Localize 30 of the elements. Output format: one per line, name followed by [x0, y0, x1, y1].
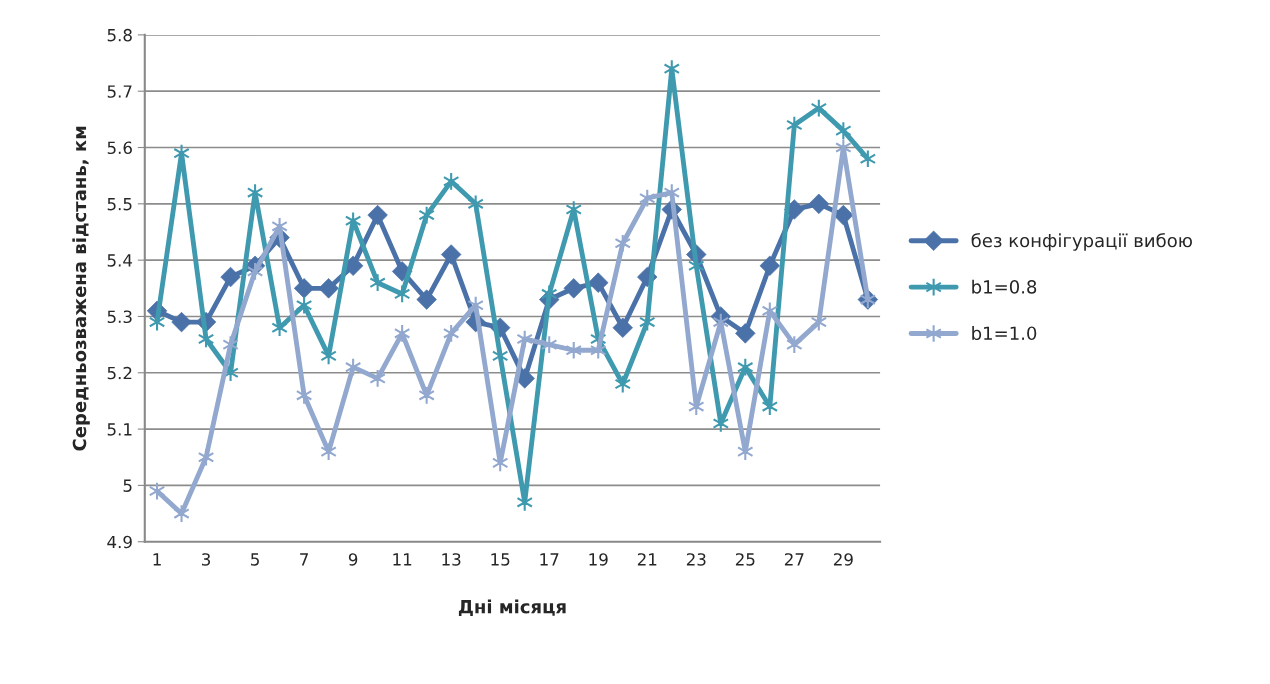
- x-tick-label: 3: [202, 553, 211, 566]
- x-tick-label: 5: [251, 553, 259, 566]
- legend-label: без конфігурації вибою: [971, 233, 1192, 251]
- x-tick-label: 13: [442, 553, 461, 566]
- y-tick-label: 4.9: [107, 535, 132, 549]
- x-tick-label: 11: [393, 553, 412, 566]
- legend-label: b1=0.8: [972, 279, 1037, 294]
- x-tick-label: 27: [784, 553, 804, 566]
- y-tick-label: 5.7: [107, 85, 132, 98]
- y-tick-label: 5: [123, 479, 132, 492]
- x-tick-label: 25: [735, 553, 755, 566]
- x-tick-label: 21: [637, 553, 657, 566]
- y-axis-title: Середньозважена відстань, км: [72, 126, 90, 451]
- x-tick-label: 7: [300, 553, 308, 566]
- x-tick-label: 15: [491, 553, 510, 566]
- y-tick-label: 5.2: [107, 366, 132, 380]
- y-tick-label: 5.3: [107, 310, 132, 324]
- y-tick-label: 5.5: [107, 198, 132, 211]
- legend-label: b1=1.0: [972, 326, 1037, 341]
- x-tick-label: 17: [540, 553, 559, 566]
- x-tick-label: 23: [686, 553, 706, 566]
- y-tick-label: 5.4: [107, 254, 133, 267]
- y-tick-label: 5.6: [107, 141, 132, 155]
- x-axis-title: Дні місяця: [458, 599, 566, 617]
- x-tick-label: 9: [348, 553, 358, 566]
- x-tick-label: 1: [153, 553, 161, 566]
- y-tick-label: 5.1: [107, 423, 132, 436]
- y-tick-label: 5.8: [107, 28, 132, 42]
- x-tick-label: 19: [589, 553, 608, 566]
- x-tick-label: 29: [833, 553, 853, 566]
